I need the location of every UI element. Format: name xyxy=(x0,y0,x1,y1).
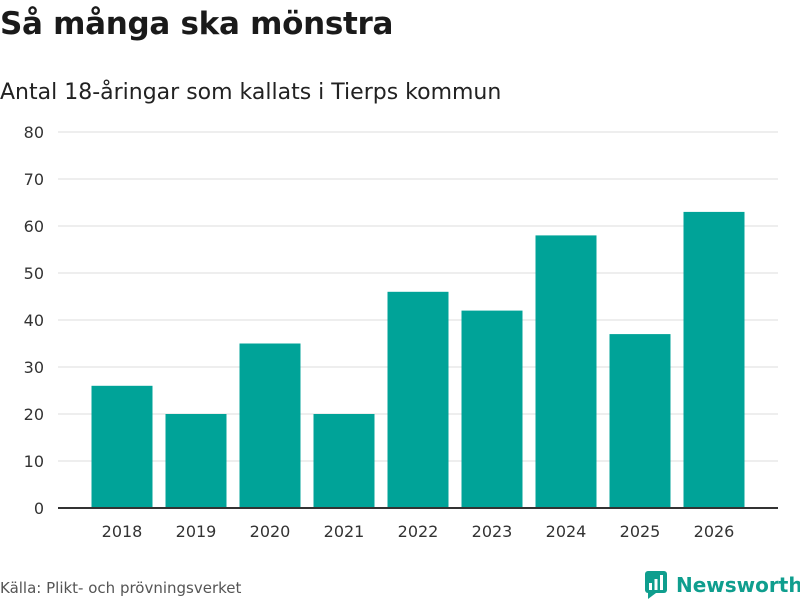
brand-logo: Newsworthy xyxy=(644,569,800,601)
bar-2021 xyxy=(313,414,375,508)
bar-2024 xyxy=(535,235,597,508)
x-tick-label: 2021 xyxy=(324,522,365,541)
x-tick-label: 2019 xyxy=(176,522,217,541)
bar-2018 xyxy=(91,385,153,508)
bar-2026 xyxy=(683,211,745,508)
y-tick-label: 70 xyxy=(24,170,44,189)
bars xyxy=(91,211,745,508)
y-tick-label: 60 xyxy=(24,217,44,236)
bar-2022 xyxy=(387,291,449,508)
x-tick-label: 2020 xyxy=(250,522,291,541)
bar-2020 xyxy=(239,343,301,508)
y-tick-label: 0 xyxy=(34,499,44,518)
x-tick-label: 2026 xyxy=(694,522,735,541)
y-tick-label: 30 xyxy=(24,358,44,377)
x-tick-label: 2024 xyxy=(546,522,587,541)
x-tick-label: 2025 xyxy=(620,522,661,541)
bar-2025 xyxy=(609,334,671,508)
y-tick-label: 10 xyxy=(24,452,44,471)
y-axis-ticks: 0 10 20 30 40 50 60 70 80 xyxy=(24,123,44,518)
y-tick-label: 40 xyxy=(24,311,44,330)
source-note: Källa: Plikt- och prövningsverket xyxy=(0,579,242,597)
y-tick-label: 20 xyxy=(24,405,44,424)
x-tick-label: 2023 xyxy=(472,522,513,541)
x-tick-label: 2022 xyxy=(398,522,439,541)
chart-title: Så många ska mönstra xyxy=(0,6,394,42)
y-tick-label: 50 xyxy=(24,264,44,283)
bar-2023 xyxy=(461,310,523,508)
brand-name: Newsworthy xyxy=(676,573,800,597)
y-tick-label: 80 xyxy=(24,123,44,142)
chart-subtitle: Antal 18-åringar som kallats i Tierps ko… xyxy=(0,80,502,105)
x-axis-ticks: 2018 2019 2020 2021 2022 2023 2024 2025 2026 xyxy=(102,522,735,541)
newsworthy-logo-icon xyxy=(645,571,667,599)
bar-2019 xyxy=(165,414,227,508)
x-tick-label: 2018 xyxy=(102,522,143,541)
